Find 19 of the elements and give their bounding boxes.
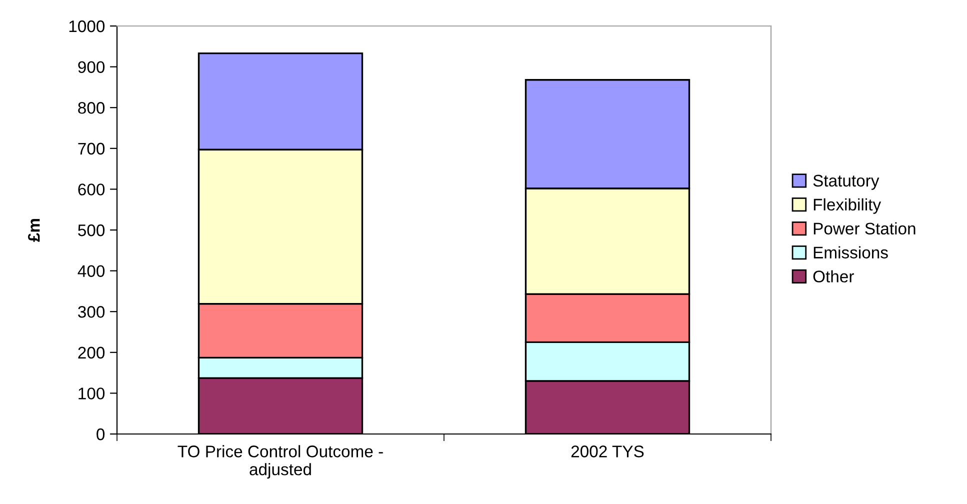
y-tick-label: 600 (78, 184, 105, 196)
legend-label: Power Station (814, 222, 916, 235)
y-tick-label: 0 (96, 428, 105, 440)
legend-label: Other (813, 270, 854, 282)
y-tick-label: 500 (78, 224, 105, 236)
y-tick-label: 300 (78, 306, 105, 318)
y-tick-label: 800 (78, 102, 105, 114)
x-tick-label: 2002 TYS (571, 446, 644, 458)
legend-label: Flexibility (814, 198, 882, 214)
legend-label: Statutory (813, 174, 880, 190)
legend-label: Emissions (814, 246, 888, 258)
y-tick-label: 100 (78, 388, 105, 400)
y-tick-label: 700 (78, 142, 105, 155)
y-tick-label: 900 (78, 61, 105, 74)
y-axis-title: £m (28, 218, 40, 242)
x-tick-label: TO Price Control Outcome - adjusted (178, 445, 383, 479)
y-tick-label: 200 (78, 346, 105, 359)
y-tick-label: 1000 (69, 20, 105, 32)
y-tick-label: 400 (78, 265, 105, 278)
